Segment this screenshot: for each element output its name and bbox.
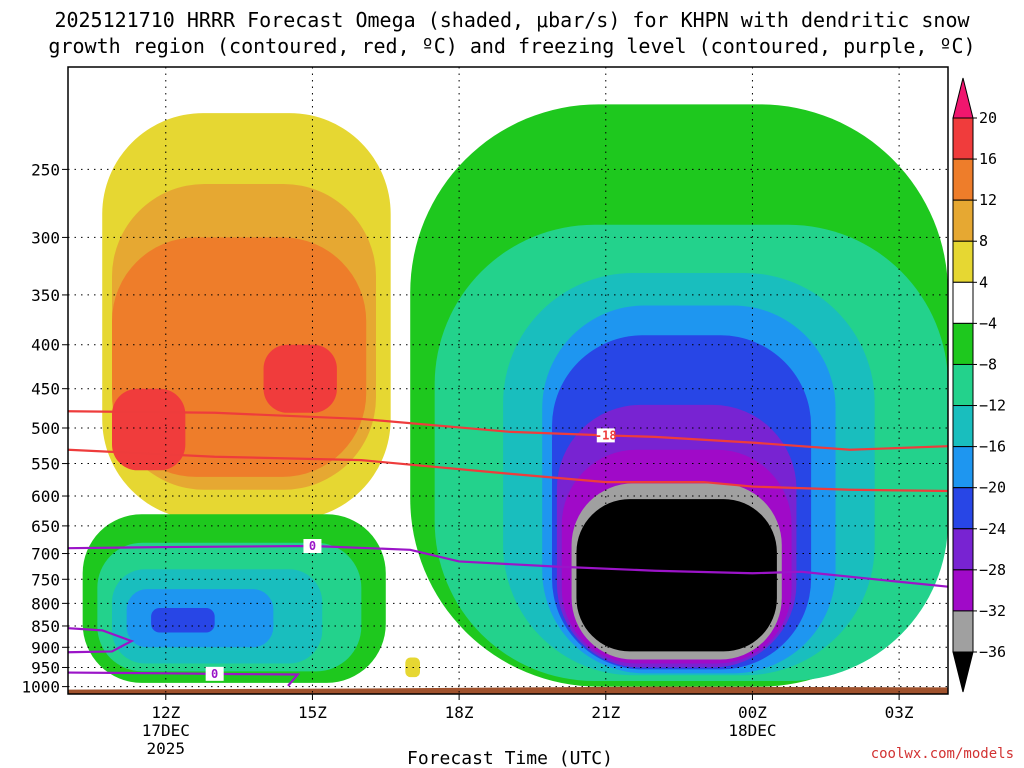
y-tick-label: 550 — [31, 455, 60, 474]
omega-shading-layer — [82, 104, 949, 687]
freezing-level-contour-label: 0 — [211, 667, 218, 681]
y-tick-label: 700 — [31, 545, 60, 564]
plot-frame — [67, 66, 949, 695]
omega-region — [576, 499, 777, 652]
contour-layer: -18 0 0 — [67, 410, 949, 687]
colorbar-label: 12 — [979, 191, 997, 209]
colorbar-label: −36 — [979, 643, 1006, 661]
y-tick-label: 650 — [31, 517, 60, 536]
omega-region — [151, 607, 215, 633]
terrain-fill — [68, 686, 948, 694]
dendritic-growth-contour-label: -18 — [595, 428, 617, 442]
y-tick-label: 1000 — [21, 678, 60, 697]
colorbar-segment — [952, 528, 974, 571]
x-tick-label: 03Z — [885, 703, 914, 722]
grid-layer — [68, 67, 948, 694]
y-tick-label: 850 — [31, 617, 60, 636]
x-tick-label: 21Z — [591, 703, 620, 722]
x-tick-label: 12Z — [151, 703, 180, 722]
y-tick-label: 800 — [31, 594, 60, 613]
colorbar-label: −16 — [979, 438, 1006, 456]
y-tick-label: 500 — [31, 419, 60, 438]
freezing-level-contour-label: 0 — [309, 539, 316, 553]
colorbar-segment — [952, 446, 974, 489]
colorbar-segment — [952, 240, 974, 283]
colorbar-label: 8 — [979, 232, 988, 250]
y-axis: 250 300 350 400 450 500 550 600 650 700 750 800 850 9… — [21, 160, 68, 697]
colorbar-label: 4 — [979, 273, 988, 291]
freezing-level-contour — [67, 671, 301, 687]
x-tick-label: 17DEC — [142, 721, 190, 740]
contour-label-background — [596, 428, 615, 443]
colorbar-segment — [952, 281, 974, 324]
dendritic-growth-contour — [67, 448, 949, 493]
colorbar-segment — [952, 487, 974, 530]
x-tick-label: 18DEC — [728, 721, 776, 740]
omega-region — [263, 344, 337, 413]
x-tick-label: 00Z — [738, 703, 767, 722]
plot-area: -18 0 0 — [67, 66, 949, 695]
colorbar-segment — [952, 158, 974, 201]
colorbar: 20 16 12 8 4 −4 −8 −12 −16 −20 −24 −28 −32 −36 — [952, 77, 1006, 693]
colorbar-segment — [952, 610, 974, 653]
y-tick-label: 600 — [31, 487, 60, 506]
colorbar-label: −32 — [979, 602, 1006, 620]
colorbar-segment — [952, 199, 974, 242]
colorbar-segment — [952, 322, 974, 365]
terrain-layer — [68, 686, 948, 694]
chart-title-line-1: 2025121710 HRRR Forecast Omega (shaded, … — [54, 8, 970, 32]
colorbar-segment — [952, 405, 974, 448]
y-tick-label: 750 — [31, 570, 60, 589]
colorbar-label: −4 — [979, 314, 997, 332]
y-tick-label: 300 — [31, 228, 60, 247]
x-tick-label: 2025 — [147, 739, 186, 758]
credit-text: coolwx.com/models — [871, 746, 1014, 762]
colorbar-label: −24 — [979, 520, 1006, 538]
freezing-level-contour — [67, 627, 135, 654]
x-tick-label: 15Z — [298, 703, 327, 722]
chart-title-line-2: growth region (contoured, red, ºC) and f… — [48, 34, 975, 58]
y-tick-label: 350 — [31, 286, 60, 305]
colorbar-label: −12 — [979, 397, 1006, 415]
y-tick-label: 950 — [31, 658, 60, 677]
contour-label-background — [303, 539, 322, 554]
colorbar-label: −8 — [979, 355, 997, 373]
x-tick-label: 18Z — [445, 703, 474, 722]
colorbar-label: −20 — [979, 479, 1006, 497]
y-tick-label: 250 — [31, 160, 60, 179]
colorbar-label: −28 — [979, 561, 1006, 579]
contour-label-background — [205, 666, 224, 681]
omega-region — [112, 388, 186, 471]
x-axis-label: Forecast Time (UTC) — [407, 748, 613, 768]
colorbar-segment — [952, 569, 974, 612]
colorbar-segment — [952, 117, 974, 160]
freezing-level-contour — [67, 544, 949, 588]
y-tick-label: 400 — [31, 336, 60, 355]
colorbar-bottom-triangle — [952, 651, 974, 693]
colorbar-label: 16 — [979, 150, 997, 168]
colorbar-label: 20 — [979, 109, 997, 127]
colorbar-top-triangle — [952, 77, 974, 119]
colorbar-segment — [952, 363, 974, 407]
y-tick-label: 450 — [31, 380, 60, 399]
y-tick-label: 900 — [31, 638, 60, 657]
